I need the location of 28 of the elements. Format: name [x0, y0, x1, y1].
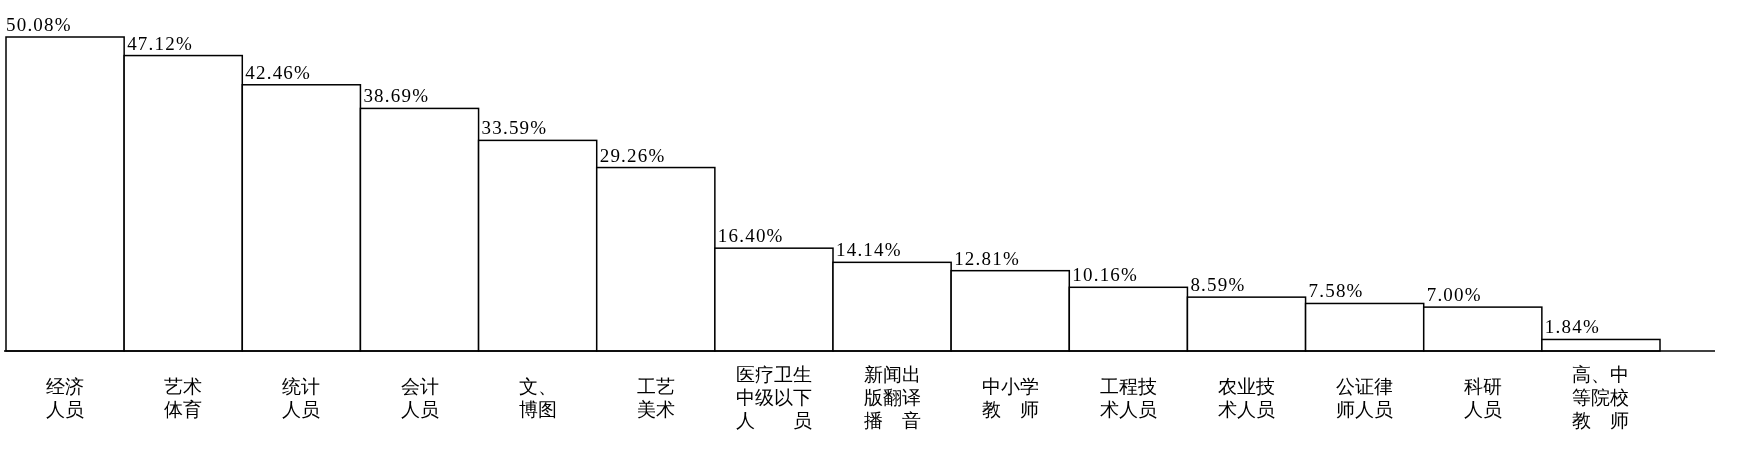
data-label: 16.40% — [717, 225, 784, 247]
data-label: 38.69% — [363, 85, 430, 107]
data-label: 14.14% — [836, 239, 902, 261]
x-tick-label: 新闻出版翻译播音 — [863, 363, 921, 431]
data-label: 7.58% — [1308, 280, 1364, 302]
x-tick-label: 文、博图 — [518, 374, 557, 420]
x-tick-label: 工程技术人员 — [1099, 374, 1157, 420]
data-label: 29.26% — [599, 144, 666, 166]
x-tick-label: 工艺美术 — [636, 374, 675, 420]
data-label: 50.08% — [6, 14, 72, 35]
data-label: 42.46% — [245, 61, 312, 83]
x-tick-label: 统计人员 — [282, 374, 321, 420]
x-tick-label: 艺术体育 — [164, 374, 203, 420]
x-tick-label: 会计人员 — [400, 374, 439, 420]
x-tick-label: 中小学教师 — [981, 374, 1039, 420]
x-tick-label: 公证律师人员 — [1336, 374, 1394, 420]
data-label: 47.12% — [127, 32, 193, 54]
x-tick-label: 医疗卫生中级以下人员 — [735, 363, 812, 431]
x-tick-label: 科研人员 — [1463, 374, 1502, 420]
x-tick-label: 高、中等院校教师 — [1572, 363, 1630, 431]
x-tick-label: 农业技术人员 — [1218, 374, 1275, 420]
data-label: 10.16% — [1072, 264, 1139, 286]
data-label: 8.59% — [1190, 274, 1246, 296]
x-tick-label: 经济人员 — [46, 374, 85, 420]
data-label: 12.81% — [954, 247, 1020, 269]
data-label: 1.84% — [1544, 316, 1600, 338]
data-label: 7.00% — [1426, 284, 1482, 306]
data-label: 33.59% — [481, 117, 548, 139]
